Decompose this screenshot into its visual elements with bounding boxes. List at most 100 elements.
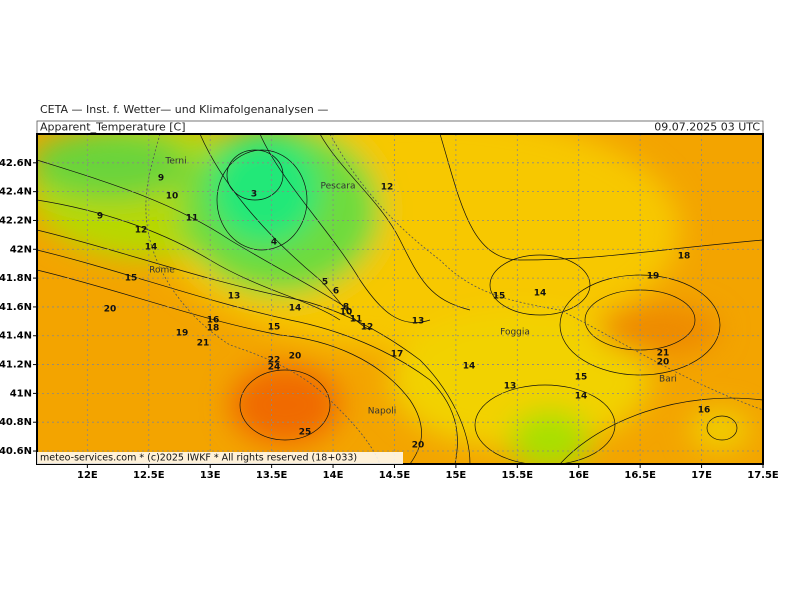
coastline [145,134,763,464]
x-tick-label: 16.5E [624,470,656,481]
contour-label: 22 [268,356,281,366]
contour-label: 15 [493,292,506,302]
contour-line [216,149,308,251]
city-label: Bari [659,375,677,385]
contour-label: 15 [268,323,281,333]
contour-line [226,149,284,201]
contour-label: 4 [271,238,277,248]
contour-line [319,134,471,311]
contour-line [706,415,738,441]
y-tick-label: 42N [10,244,32,255]
contour-label: 11 [350,315,363,325]
y-tick-label: 41N [10,388,32,399]
contour-label: 8 [343,303,349,313]
contour-label: 21 [657,349,670,359]
contour-label: 13 [412,317,425,327]
x-tick-label: 12E [77,470,98,481]
city-label: Terni [164,157,186,167]
contour-label: 18 [207,324,220,334]
contour-label: 12 [361,323,374,333]
contour-label: 19 [176,329,189,339]
contour-label: 14 [534,289,547,299]
contour-label: 24 [268,363,281,373]
y-tick-label: 41.6N [0,302,32,313]
contour-line [37,269,422,464]
contour-line [559,397,763,464]
city-label: Rome [149,266,175,276]
contour-label: 11 [186,214,199,224]
coastline-path [145,134,381,464]
city-label: Pescara [320,182,355,192]
x-tick-label: 16E [568,470,589,481]
contour-label: 14 [463,362,476,372]
contour-line [439,134,763,261]
contour-label: 12 [381,183,394,193]
y-tick-label: 41.2N [0,360,32,371]
map-title: Apparent_Temperature [C] [40,121,186,134]
x-tick-label: 15.5E [502,470,534,481]
contours [37,134,763,464]
contour-label: 9 [158,174,164,184]
contour-label: 13 [228,292,241,302]
y-tick-label: 41.8N [0,273,32,284]
field-lime [510,410,590,464]
contour-label: 10 [340,308,353,318]
contour-label: 19 [647,272,660,282]
contour-label: 20 [657,358,670,368]
contour-label: 20 [289,352,302,362]
y-tick-label: 42.2N [0,215,32,226]
city-label: Foggia [500,328,530,338]
valid-time: 09.07.2025 03 UTC [654,121,760,134]
field-yellow [390,310,650,450]
field-dark-orange [230,365,340,445]
contour-label: 21 [197,339,210,349]
contour-label: 16 [207,316,220,326]
contour-line [199,134,371,331]
coastline-path [329,134,763,411]
y-tick-label: 42.4N [0,187,32,198]
field-yellow [690,410,750,450]
contour-label: 10 [166,192,179,202]
contour-label: 25 [299,428,312,438]
contour-label: 14 [575,392,588,402]
contour-line [259,134,431,323]
grid [37,134,763,464]
contour-line [239,369,331,441]
contour-line [489,254,591,316]
x-tick-label: 12.5E [133,470,165,481]
x-tick-label: 13.5E [256,470,288,481]
x-tick-label: 15E [446,470,467,481]
contour-label: 9 [97,212,103,222]
contour-label: 20 [412,441,425,451]
contour-label: 17 [391,350,404,360]
footer-box [37,452,403,464]
contour-label: 3 [251,190,257,200]
institute-header: CETA — Inst. f. Wetter— und Klimafolgena… [40,103,328,116]
contour-label: 13 [504,382,517,392]
x-tick-label: 14.5E [379,470,411,481]
footer: meteo-services.com * (c)2025 IWKF * All … [40,453,357,464]
axis-ticks: 12E 12.5E 13E 13.5E 14E 14.5E 15E 15.5E 16E 16.5E… [0,158,779,481]
field-dark-orange [600,305,720,355]
contour-label: 6 [333,287,339,297]
contour-label: 12 [135,226,148,236]
y-tick-label: 42.6N [0,158,32,169]
color-field [37,134,750,464]
contour-line [37,159,351,311]
x-tick-label: 13E [200,470,221,481]
contour-label: 15 [125,274,138,284]
contour-line [474,384,616,464]
contour-label: 14 [289,304,302,314]
contour-label: 5 [322,278,328,288]
y-tick-label: 40.6N [0,446,32,457]
contour-line [37,229,471,464]
field-green [37,134,190,200]
contour-line [37,249,458,464]
y-tick-label: 40.8N [0,417,32,428]
x-tick-label: 17E [691,470,712,481]
contour-label: 16 [698,406,711,416]
x-tick-label: 14E [323,470,344,481]
